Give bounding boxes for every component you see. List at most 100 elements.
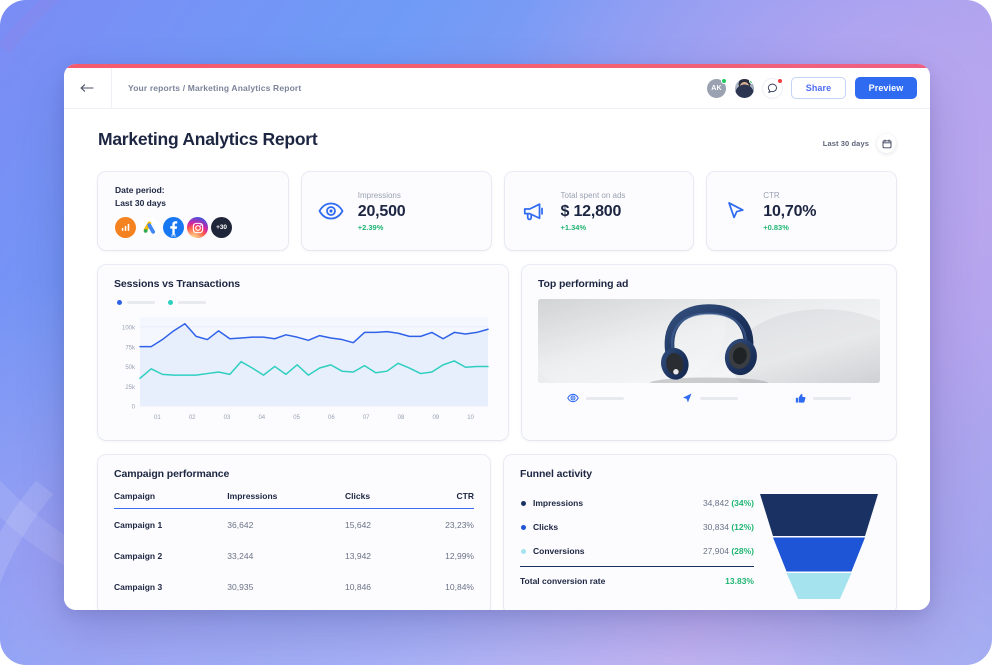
table-header: Campaign Impressions Clicks CTR xyxy=(114,491,474,509)
column-header-impressions[interactable]: Impressions xyxy=(227,491,278,501)
svg-text:09: 09 xyxy=(432,415,439,421)
ad-creative-image[interactable] xyxy=(538,299,880,383)
kpi-delta: +2.39% xyxy=(357,222,384,232)
stage-color-dot xyxy=(521,548,526,554)
notification-dot xyxy=(777,77,783,84)
app-window: Your reports / Marketing Analytics Repor… xyxy=(64,64,930,610)
date-range-label: Last 30 days xyxy=(822,139,869,148)
kpi-value: $ 12,800 xyxy=(560,202,622,220)
cell-impressions: 36,642 xyxy=(227,520,254,530)
chat-button[interactable] xyxy=(763,77,783,98)
total-value: 13.83% xyxy=(725,576,754,586)
stage-value: 34,842 xyxy=(702,498,729,508)
kpi-impressions-text: Impressions 20,500 +2.39% xyxy=(358,191,406,232)
kpi-ctr: CTR 10,70% +0.83% xyxy=(707,172,896,250)
more-platforms-badge[interactable]: +30 xyxy=(211,217,232,238)
kpi-value: 10,70% xyxy=(763,202,817,220)
analytics-icon[interactable] xyxy=(115,217,136,238)
ad-metric-reach[interactable] xyxy=(652,392,766,404)
date-range-picker[interactable]: Last 30 days xyxy=(823,134,896,153)
thumbs-up-icon xyxy=(795,393,806,403)
breadcrumb[interactable]: Your reports / Marketing Analytics Repor… xyxy=(128,83,302,93)
kpi-total-spent: Total spent on ads $ 12,800 +1.34% xyxy=(504,172,694,250)
back-button[interactable] xyxy=(64,68,112,108)
kpi-row: Date period: Last 30 days xyxy=(98,172,896,250)
stage-values: 34,842 (34%) xyxy=(703,498,754,508)
stage-value: 30,834 xyxy=(702,522,729,532)
kpi-label: Impressions xyxy=(357,190,401,200)
table-body: Campaign 1 36,642 15,642 23,23% Campaign… xyxy=(114,509,474,603)
legend-item-transactions[interactable] xyxy=(168,300,206,305)
svg-text:25k: 25k xyxy=(125,385,136,391)
metric-value-placeholder xyxy=(585,396,624,400)
google-ads-icon[interactable] xyxy=(139,217,160,238)
total-label: Total conversion rate xyxy=(520,576,606,586)
cursor-icon xyxy=(723,200,749,222)
funnel-stage-impressions[interactable]: Impressions 34,842 (34%) xyxy=(520,491,754,515)
cell-ctr: 23,23% xyxy=(445,520,474,530)
table-row[interactable]: Campaign 2 33,244 13,942 12,99% xyxy=(114,540,474,571)
funnel-stage-clicks[interactable]: Clicks 30,834 (12%) xyxy=(520,515,754,539)
online-status-dot xyxy=(721,77,727,84)
column-header-ctr[interactable]: CTR xyxy=(456,491,474,501)
funnel-stage-conversions[interactable]: Conversions 27,904 (28%) xyxy=(520,539,754,563)
kpi-date-period: Date period: Last 30 days xyxy=(98,172,288,250)
stage-name: Clicks xyxy=(533,522,559,532)
avatar-ak[interactable]: AK xyxy=(707,77,727,98)
stage-left: Clicks xyxy=(521,522,558,532)
eye-icon xyxy=(318,202,344,220)
cell-campaign: Campaign 2 xyxy=(114,551,163,561)
page-title: Marketing Analytics Report xyxy=(98,129,318,149)
column-header-campaign[interactable]: Campaign xyxy=(114,491,156,501)
stage-name: Impressions xyxy=(533,498,584,508)
svg-text:0: 0 xyxy=(132,405,136,411)
cell-ctr: 12,99% xyxy=(445,551,474,561)
stage-name: Conversions xyxy=(533,546,585,556)
ad-metric-likes[interactable] xyxy=(766,392,880,404)
svg-text:03: 03 xyxy=(224,415,231,421)
calendar-button[interactable] xyxy=(877,134,896,153)
svg-text:75k: 75k xyxy=(125,345,136,351)
funnel-chart[interactable] xyxy=(760,491,880,599)
funnel-stage-list: Impressions 34,842 (34%) Clicks xyxy=(520,491,754,599)
platform-icons: ads +30 xyxy=(115,217,232,238)
kpi-delta: +0.83% xyxy=(763,222,789,232)
send-icon xyxy=(682,393,692,403)
svg-text:06: 06 xyxy=(328,415,335,421)
share-button[interactable]: Share xyxy=(791,77,846,99)
stage-left: Impressions xyxy=(521,498,583,508)
card-title: Top performing ad xyxy=(538,278,629,290)
campaign-table: Campaign Impressions Clicks CTR Campaign… xyxy=(114,491,474,602)
online-status-dot xyxy=(749,78,754,84)
stage-color-dot xyxy=(521,524,526,530)
svg-text:100k: 100k xyxy=(122,325,136,331)
avatar-photo[interactable] xyxy=(735,78,754,98)
cell-campaign: Campaign 3 xyxy=(114,582,163,592)
table-row[interactable]: Campaign 1 36,642 15,642 23,23% xyxy=(114,509,474,541)
kpi-impressions: Impressions 20,500 +2.39% xyxy=(301,172,491,250)
cell-clicks: 15,642 xyxy=(345,520,372,530)
column-header-clicks[interactable]: Clicks xyxy=(345,491,371,501)
ad-metrics-row xyxy=(538,392,880,404)
card-title: Campaign performance xyxy=(114,468,230,480)
ad-metric-views[interactable] xyxy=(538,392,652,404)
arrow-left-icon xyxy=(80,84,94,92)
cell-impressions: 30,935 xyxy=(227,582,254,592)
table-header-row: Campaign Impressions Clicks CTR xyxy=(114,491,474,509)
date-period-label: Date period: xyxy=(115,185,165,195)
eye-icon xyxy=(566,393,579,403)
svg-text:05: 05 xyxy=(293,415,300,421)
topbar-actions: AK Share Preview xyxy=(707,68,930,108)
instagram-icon[interactable] xyxy=(187,217,208,238)
stage-color-dot xyxy=(521,500,526,506)
top-bar: Your reports / Marketing Analytics Repor… xyxy=(64,68,930,109)
legend-item-sessions[interactable] xyxy=(117,300,155,305)
stage-value: 27,904 xyxy=(702,546,729,556)
top-performing-ad-card: Top performing ad xyxy=(522,265,896,440)
facebook-ads-icon[interactable]: ads xyxy=(163,217,184,238)
table-row[interactable]: Campaign 3 30,935 10,846 10,84% xyxy=(114,571,474,602)
chart-legend xyxy=(117,300,492,305)
sessions-transactions-line-chart[interactable]: 0 25k 50k 75k 100k 01 02 03 04 05 06 07 08 09 10 xyxy=(114,311,492,423)
preview-button[interactable]: Preview xyxy=(855,77,917,99)
metric-value-placeholder xyxy=(699,396,738,400)
